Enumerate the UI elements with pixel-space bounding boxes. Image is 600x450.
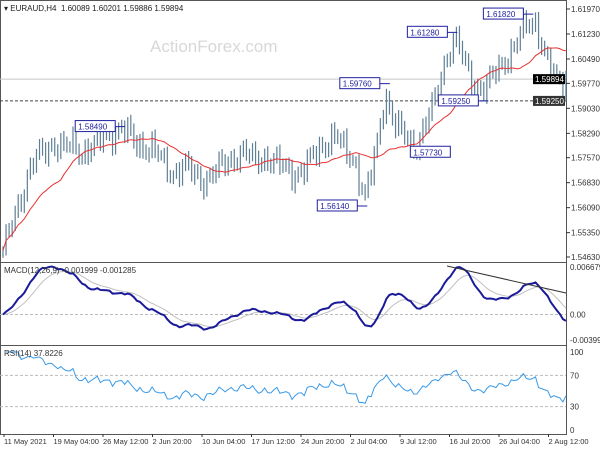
annotation-label: 1.61820 [486, 10, 515, 19]
price-marker [533, 95, 565, 106]
price-tick-label: 1.57570 [571, 154, 600, 163]
price-marker [533, 74, 565, 85]
macd-trendline [446, 265, 567, 294]
symbol-header: ▾ EURAUD,H4 1.60089 1.60201 1.59886 1.59… [4, 4, 184, 13]
rsi-line [6, 351, 567, 404]
price-tick-label: 1.58290 [571, 129, 600, 138]
rsi-tick-label: 70 [570, 371, 579, 380]
watermark: ActionForex.com [150, 37, 278, 56]
macd-signal-line [2, 270, 567, 328]
price-marker-label: 1.59894 [535, 75, 564, 84]
rsi-tick-label: 100 [570, 348, 584, 357]
time-tick-label: 2 Jul 04:00 [351, 437, 388, 446]
price-tick-label: 1.59770 [571, 79, 600, 88]
price-tick-label: 1.61970 [571, 5, 600, 14]
time-tick-label: 10 Jun 04:00 [202, 437, 245, 446]
price-tick-label: 1.56830 [571, 179, 600, 188]
annotation-box [339, 77, 381, 90]
annotation-box [409, 145, 451, 158]
annotation-label: 1.56140 [320, 202, 349, 211]
time-tick-label: 26 May 12:00 [103, 437, 148, 446]
macd-line [2, 265, 567, 331]
time-tick-label: 17 Jun 12:00 [252, 437, 295, 446]
annotation-label: 1.59760 [343, 80, 372, 89]
time-tick-label: 24 Jun 20:00 [301, 437, 344, 446]
annotation-box [482, 7, 524, 20]
ohlc-values: 1.60089 1.60201 1.59886 1.59894 [60, 4, 184, 13]
macd-tick-label: 0.00 [570, 311, 586, 320]
annotation-label: 1.59250 [441, 97, 470, 106]
time-tick-label: 2 Jun 20:00 [153, 437, 192, 446]
macd-tick-label: -0.003994 [570, 336, 600, 345]
panel-frame [0, 345, 567, 435]
price-tick-label: 1.54630 [571, 253, 600, 262]
macd-title: MACD(12,26,9) -0.001999 -0.001285 [4, 266, 137, 275]
annotation-box [316, 199, 358, 212]
time-tick-label: 16 Jul 20:00 [450, 437, 491, 446]
moving-average-line [2, 47, 567, 251]
time-tick-label: 11 May 2021 [4, 437, 47, 446]
time-tick-label: 2 Aug 12:00 [549, 437, 589, 446]
annotation-box [437, 94, 479, 107]
symbol: EURAUD,H4 [10, 4, 57, 13]
annotation-box [74, 120, 116, 133]
rsi-title: RSI(14) 37.8226 [4, 349, 63, 358]
annotation-label: 1.58490 [78, 123, 107, 132]
time-tick-label: 19 May 04:00 [54, 437, 99, 446]
time-tick-label: 26 Jul 04:00 [499, 437, 540, 446]
rsi-tick-label: 30 [570, 403, 579, 412]
time-tick-label: 9 Jul 12:00 [400, 437, 437, 446]
annotation-box [406, 25, 448, 38]
price-tick-label: 1.60490 [571, 55, 600, 64]
price-tick-label: 1.55350 [571, 229, 600, 238]
price-marker-label: 1.59250 [535, 97, 564, 106]
annotation-label: 1.57730 [413, 148, 442, 157]
price-tick-label: 1.59030 [571, 104, 600, 113]
rsi-tick-label: 0 [570, 426, 575, 435]
price-tick-label: 1.56090 [571, 204, 600, 213]
annotation-label: 1.61280 [410, 28, 439, 37]
macd-tick-label: 0.006679 [570, 263, 600, 272]
price-tick-label: 1.61230 [571, 30, 600, 39]
